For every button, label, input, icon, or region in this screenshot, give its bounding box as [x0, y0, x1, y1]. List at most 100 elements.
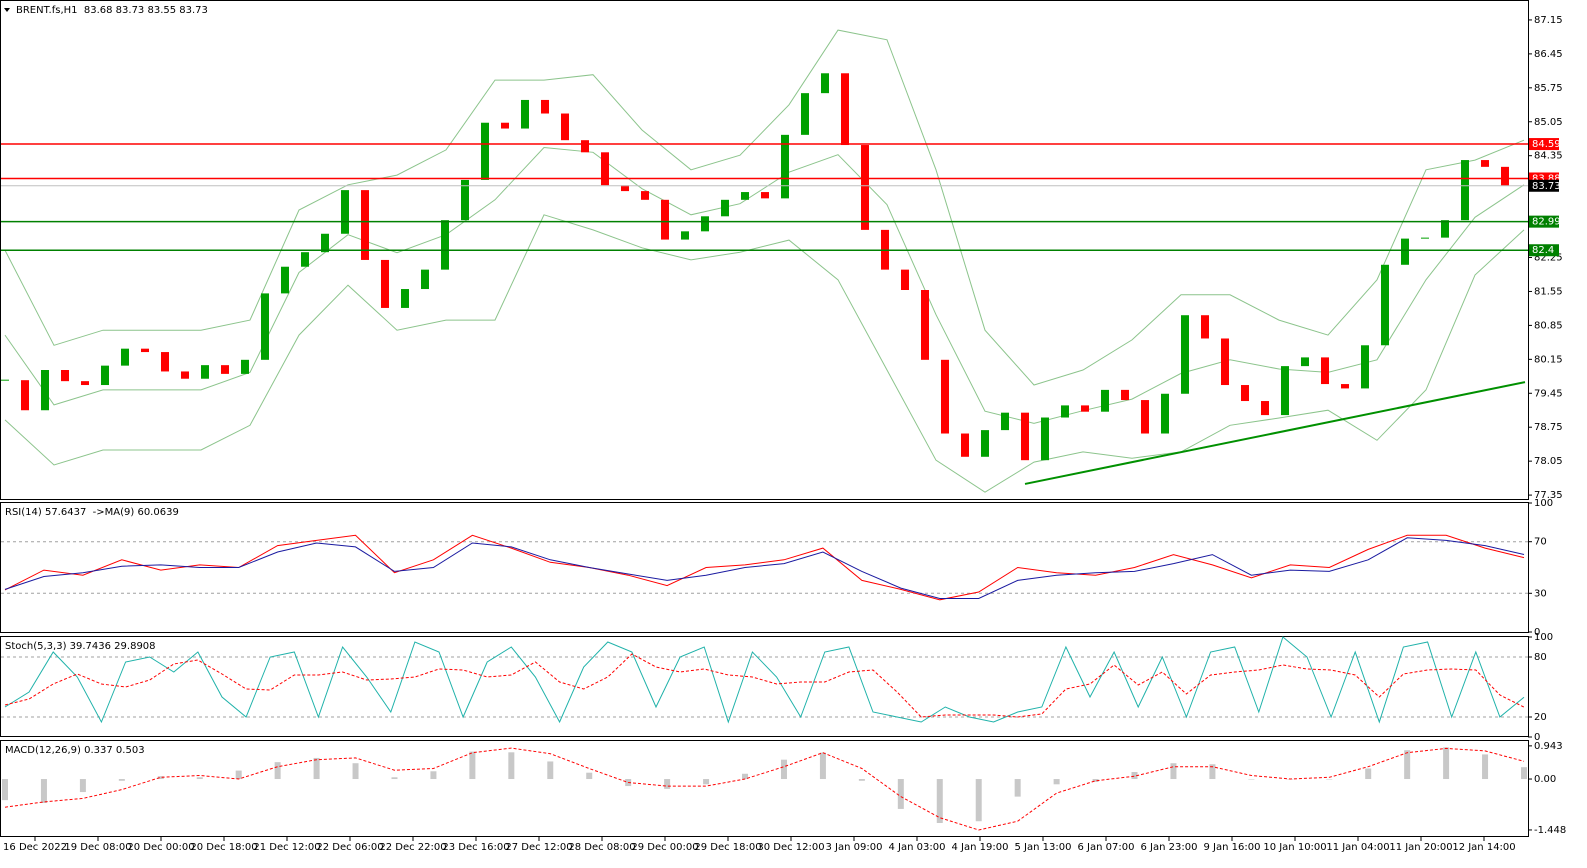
candle	[861, 145, 869, 230]
x-tick-label: 3 Jan 09:00	[826, 842, 883, 853]
y-tick-label: 0.943	[1534, 741, 1563, 752]
macd-bar	[703, 779, 710, 785]
candle	[821, 73, 829, 94]
bollinger-upper	[4, 29, 1525, 386]
macd-bar	[975, 779, 982, 822]
macd-bar	[1404, 750, 1411, 780]
macd-bar	[1092, 779, 1099, 782]
x-tick-label: 11 Jan 04:00	[1326, 842, 1389, 853]
candle	[161, 352, 169, 372]
candle	[801, 93, 809, 135]
macd-bar	[274, 762, 281, 780]
y-tick-label: 0.00	[1534, 774, 1556, 785]
macd-bar	[1365, 768, 1372, 780]
candle	[221, 365, 229, 374]
candle	[381, 259, 389, 308]
macd-bar	[313, 757, 320, 780]
level-label-bg	[1529, 215, 1559, 228]
x-tick-label: 21 Dec 12:00	[253, 842, 320, 853]
macd-bar	[2, 779, 8, 801]
macd-bar	[1053, 779, 1060, 785]
candle	[1381, 264, 1389, 346]
x-tick-label: 12 Jan 14:00	[1452, 842, 1515, 853]
macd-bar	[508, 752, 515, 780]
y-tick-label: 78.75	[1534, 422, 1563, 433]
candle	[501, 122, 509, 129]
y-tick-label: 80.15	[1534, 354, 1563, 365]
menu-triangle[interactable]	[4, 8, 10, 12]
x-tick-label: 22 Dec 22:00	[379, 842, 446, 853]
candle	[201, 365, 209, 379]
x-tick-label: 4 Jan 03:00	[889, 842, 946, 853]
macd-bar	[1014, 779, 1021, 797]
candle	[981, 430, 989, 457]
macd-bar	[391, 777, 398, 780]
x-tick-label: 29 Dec 00:00	[631, 842, 698, 853]
panel-title: BRENT.fs,H1 83.68 83.73 83.55 83.73	[16, 5, 208, 16]
y-tick-label: 85.05	[1534, 117, 1563, 128]
macd-bar	[1443, 747, 1450, 780]
panel-frame	[0, 636, 1529, 737]
candle	[141, 348, 149, 353]
candle	[1081, 405, 1089, 412]
y-tick-label: 80.85	[1534, 320, 1563, 331]
candle	[1341, 384, 1349, 389]
candle	[1041, 417, 1049, 461]
candle	[1401, 238, 1409, 265]
x-tick-label: 30 Dec 12:00	[757, 842, 824, 853]
x-tick-label: 20 Dec 18:00	[190, 842, 257, 853]
candle	[781, 134, 789, 199]
candle	[1321, 357, 1329, 385]
y-tick-label: 84.35	[1534, 151, 1563, 162]
macd-bar	[664, 779, 671, 789]
y-tick-label: 81.55	[1534, 286, 1563, 297]
candle	[941, 359, 949, 434]
panel-title: Stoch(5,3,3) 39.7436 29.8908	[5, 641, 156, 652]
y-tick-label: 0	[1534, 732, 1540, 743]
candle	[181, 371, 189, 379]
x-tick-label: 10 Jan 10:00	[1263, 842, 1326, 853]
y-tick-label: 80	[1534, 652, 1547, 663]
candle	[1161, 393, 1169, 434]
candle	[301, 252, 309, 267]
candle	[1141, 400, 1149, 434]
last-price-label: 83.73	[1532, 181, 1561, 192]
candle	[1021, 412, 1029, 461]
x-tick-label: 29 Dec 18:00	[694, 842, 761, 853]
level-label: 82.99	[1532, 217, 1561, 228]
candle	[41, 370, 49, 411]
macd-bar	[430, 771, 437, 780]
macd-bar	[469, 751, 476, 780]
x-tick-label: 22 Dec 06:00	[316, 842, 383, 853]
macd-signal	[4, 747, 1525, 831]
y-tick-label: 85.75	[1534, 83, 1563, 94]
x-tick-label: 16 Dec 2022	[3, 842, 67, 853]
candle	[441, 220, 449, 270]
macd-bar	[858, 779, 865, 781]
macd-bar	[819, 752, 826, 780]
y-tick-label: 86.45	[1534, 49, 1563, 60]
y-tick-label: 70	[1534, 537, 1547, 548]
candle	[1101, 389, 1109, 412]
candle	[1361, 345, 1369, 389]
candle	[1261, 401, 1269, 416]
candle	[481, 122, 489, 180]
candle	[701, 216, 709, 232]
x-tick-label: 9 Jan 16:00	[1204, 842, 1261, 853]
macd-bar	[1521, 767, 1527, 780]
x-tick-label: 27 Dec 12:00	[505, 842, 572, 853]
candle	[721, 199, 729, 217]
candle	[1121, 389, 1129, 401]
level-label-bg	[1529, 244, 1559, 257]
candle	[521, 99, 529, 129]
candle	[361, 190, 369, 260]
macd-bar	[1482, 754, 1489, 780]
candle	[101, 365, 109, 386]
level-label: 83.88	[1532, 173, 1561, 184]
y-tick-label: -1.448	[1534, 825, 1566, 836]
candle	[741, 192, 749, 200]
candle	[1281, 366, 1289, 416]
x-tick-label: 28 Dec 08:00	[568, 842, 635, 853]
candle	[581, 140, 589, 153]
